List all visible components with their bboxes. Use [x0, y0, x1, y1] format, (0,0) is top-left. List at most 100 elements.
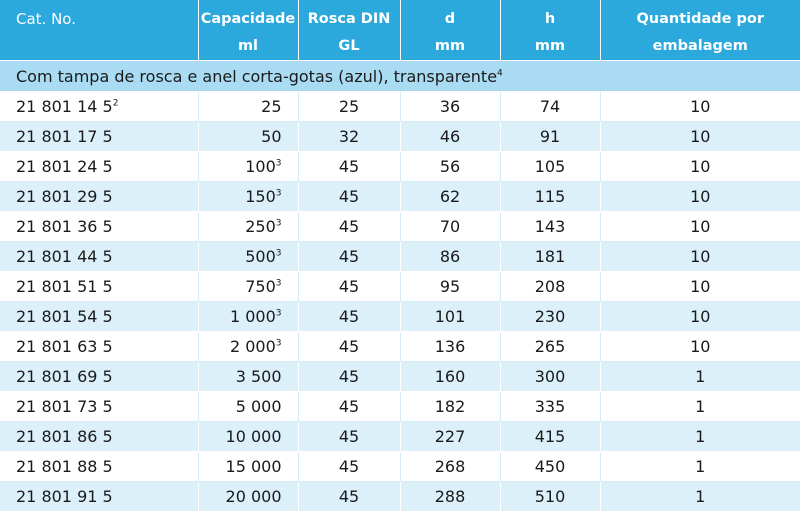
cell-quantidade: 1	[600, 391, 800, 422]
cell-capacidade-value: 3 500	[235, 367, 282, 386]
cell-d-value: 227	[434, 427, 466, 446]
header-capacidade: Capacidade ml	[198, 0, 299, 61]
cell-quantidade: 1	[600, 451, 800, 482]
section-footnote: 4	[497, 68, 503, 79]
cell-capacidade: 5 000	[198, 391, 299, 422]
cell-cat-no: 21 801 51 5	[0, 271, 199, 302]
cell-quantidade-value: 10	[690, 277, 711, 296]
cell-quantidade-value: 10	[690, 187, 711, 206]
header-quantidade-line2: embalagem	[652, 38, 748, 54]
cell-h-value: 450	[534, 457, 566, 476]
cell-capacidade-value: 100	[245, 157, 276, 176]
cell-rosca: 32	[298, 121, 401, 152]
cell-h-value: 265	[534, 337, 566, 356]
cell-h-value: 335	[534, 397, 566, 416]
cell-capacidade: 25	[198, 91, 299, 122]
cell-cat-no: 21 801 88 5	[0, 451, 199, 482]
table-header: Cat. No. Capacidade ml Rosca DIN GL d mm…	[0, 0, 800, 61]
cell-rosca-value: 45	[338, 247, 360, 266]
header-h: h mm	[500, 0, 601, 61]
cell-quantidade: 10	[600, 91, 800, 122]
cell-cat-no-value: 21 801 51 5	[16, 277, 113, 296]
cell-capacidade-footnote: 3	[275, 278, 282, 289]
cell-capacidade-value: 25	[261, 97, 282, 116]
cell-capacidade: 20 000	[198, 481, 299, 512]
cell-d-value: 182	[434, 397, 466, 416]
cell-quantidade-value: 1	[695, 427, 706, 446]
table-row: 21 801 17 5 50 32 46 91 10	[0, 121, 800, 152]
cell-capacidade-value: 250	[245, 217, 276, 236]
cell-rosca: 45	[298, 451, 401, 482]
table-row: 21 801 36 5 2503 45 70 143 10	[0, 211, 800, 242]
cell-quantidade: 10	[600, 331, 800, 362]
cell-rosca-value: 32	[338, 127, 360, 146]
section-label: Com tampa de rosca e anel corta-gotas (a…	[0, 60, 800, 92]
cell-cat-no: 21 801 17 5	[0, 121, 199, 152]
table-row: 21 801 51 5 7503 45 95 208 10	[0, 271, 800, 302]
header-quantidade-line1: Quantidade por	[636, 11, 765, 27]
table-row: 21 801 73 5 5 000 45 182 335 1	[0, 391, 800, 422]
cell-quantidade-value: 1	[695, 397, 706, 416]
cell-capacidade-value: 500	[245, 247, 276, 266]
cell-quantidade: 10	[600, 121, 800, 152]
cell-rosca-value: 45	[338, 307, 360, 326]
cell-h-value: 91	[539, 127, 561, 146]
cell-h: 143	[500, 211, 601, 242]
cell-rosca: 45	[298, 181, 401, 212]
cell-cat-no: 21 801 44 5	[0, 241, 199, 272]
cell-capacidade-value: 20 000	[225, 487, 282, 506]
cell-d-value: 268	[434, 457, 466, 476]
cell-capacidade-value: 150	[245, 187, 276, 206]
cell-d: 160	[400, 361, 501, 392]
header-h-line1: h	[544, 11, 556, 27]
cell-capacidade-value: 10 000	[225, 427, 282, 446]
cell-h-value: 300	[534, 367, 566, 386]
cell-capacidade-value: 2 000	[229, 337, 276, 356]
cell-capacidade: 15 000	[198, 451, 299, 482]
cell-capacidade: 50	[198, 121, 299, 152]
cell-quantidade-value: 1	[695, 457, 706, 476]
cell-capacidade-footnote: 3	[275, 158, 282, 169]
cell-d: 288	[400, 481, 501, 512]
cell-d: 227	[400, 421, 501, 452]
cell-h: 208	[500, 271, 601, 302]
table-row: 21 801 69 5 3 500 45 160 300 1	[0, 361, 800, 392]
cell-cat-no-footnote: 2	[112, 98, 119, 109]
table-row: 21 801 44 5 5003 45 86 181 10	[0, 241, 800, 272]
cell-capacidade: 1003	[198, 151, 299, 182]
cell-rosca: 45	[298, 331, 401, 362]
cell-rosca: 45	[298, 481, 401, 512]
cell-capacidade-value: 5 000	[235, 397, 282, 416]
cell-h: 300	[500, 361, 601, 392]
table-body: Com tampa de rosca e anel corta-gotas (a…	[0, 60, 800, 512]
cell-quantidade-value: 1	[695, 487, 706, 506]
cell-capacidade-footnote: 3	[275, 338, 282, 349]
cell-rosca: 45	[298, 271, 401, 302]
cell-capacidade-value: 50	[261, 127, 282, 146]
cell-h: 74	[500, 91, 601, 122]
cell-cat-no-value: 21 801 69 5	[16, 367, 113, 386]
cell-rosca-value: 45	[338, 187, 360, 206]
header-cat-no-label: Cat. No.	[16, 10, 76, 28]
cell-capacidade-footnote: 3	[275, 248, 282, 259]
cell-quantidade: 1	[600, 361, 800, 392]
cell-rosca: 45	[298, 391, 401, 422]
cell-h-value: 415	[534, 427, 566, 446]
cell-d: 70	[400, 211, 501, 242]
cell-capacidade-value: 15 000	[225, 457, 282, 476]
cell-d: 136	[400, 331, 501, 362]
cell-h-value: 115	[534, 187, 566, 206]
header-rosca-line1: Rosca DIN	[307, 11, 391, 27]
cell-d: 182	[400, 391, 501, 422]
cell-cat-no-value: 21 801 91 5	[16, 487, 113, 506]
cell-quantidade-value: 10	[690, 217, 711, 236]
cell-h-value: 74	[539, 97, 561, 116]
cell-h: 230	[500, 301, 601, 332]
cell-d-value: 288	[434, 487, 466, 506]
table-row: 21 801 54 5 1 0003 45 101 230 10	[0, 301, 800, 332]
cell-capacidade: 2 0003	[198, 331, 299, 362]
cell-capacidade-value: 1 000	[229, 307, 276, 326]
cell-rosca: 45	[298, 241, 401, 272]
table-row: 21 801 24 5 1003 45 56 105 10	[0, 151, 800, 182]
header-cat-no: Cat. No.	[0, 0, 199, 61]
